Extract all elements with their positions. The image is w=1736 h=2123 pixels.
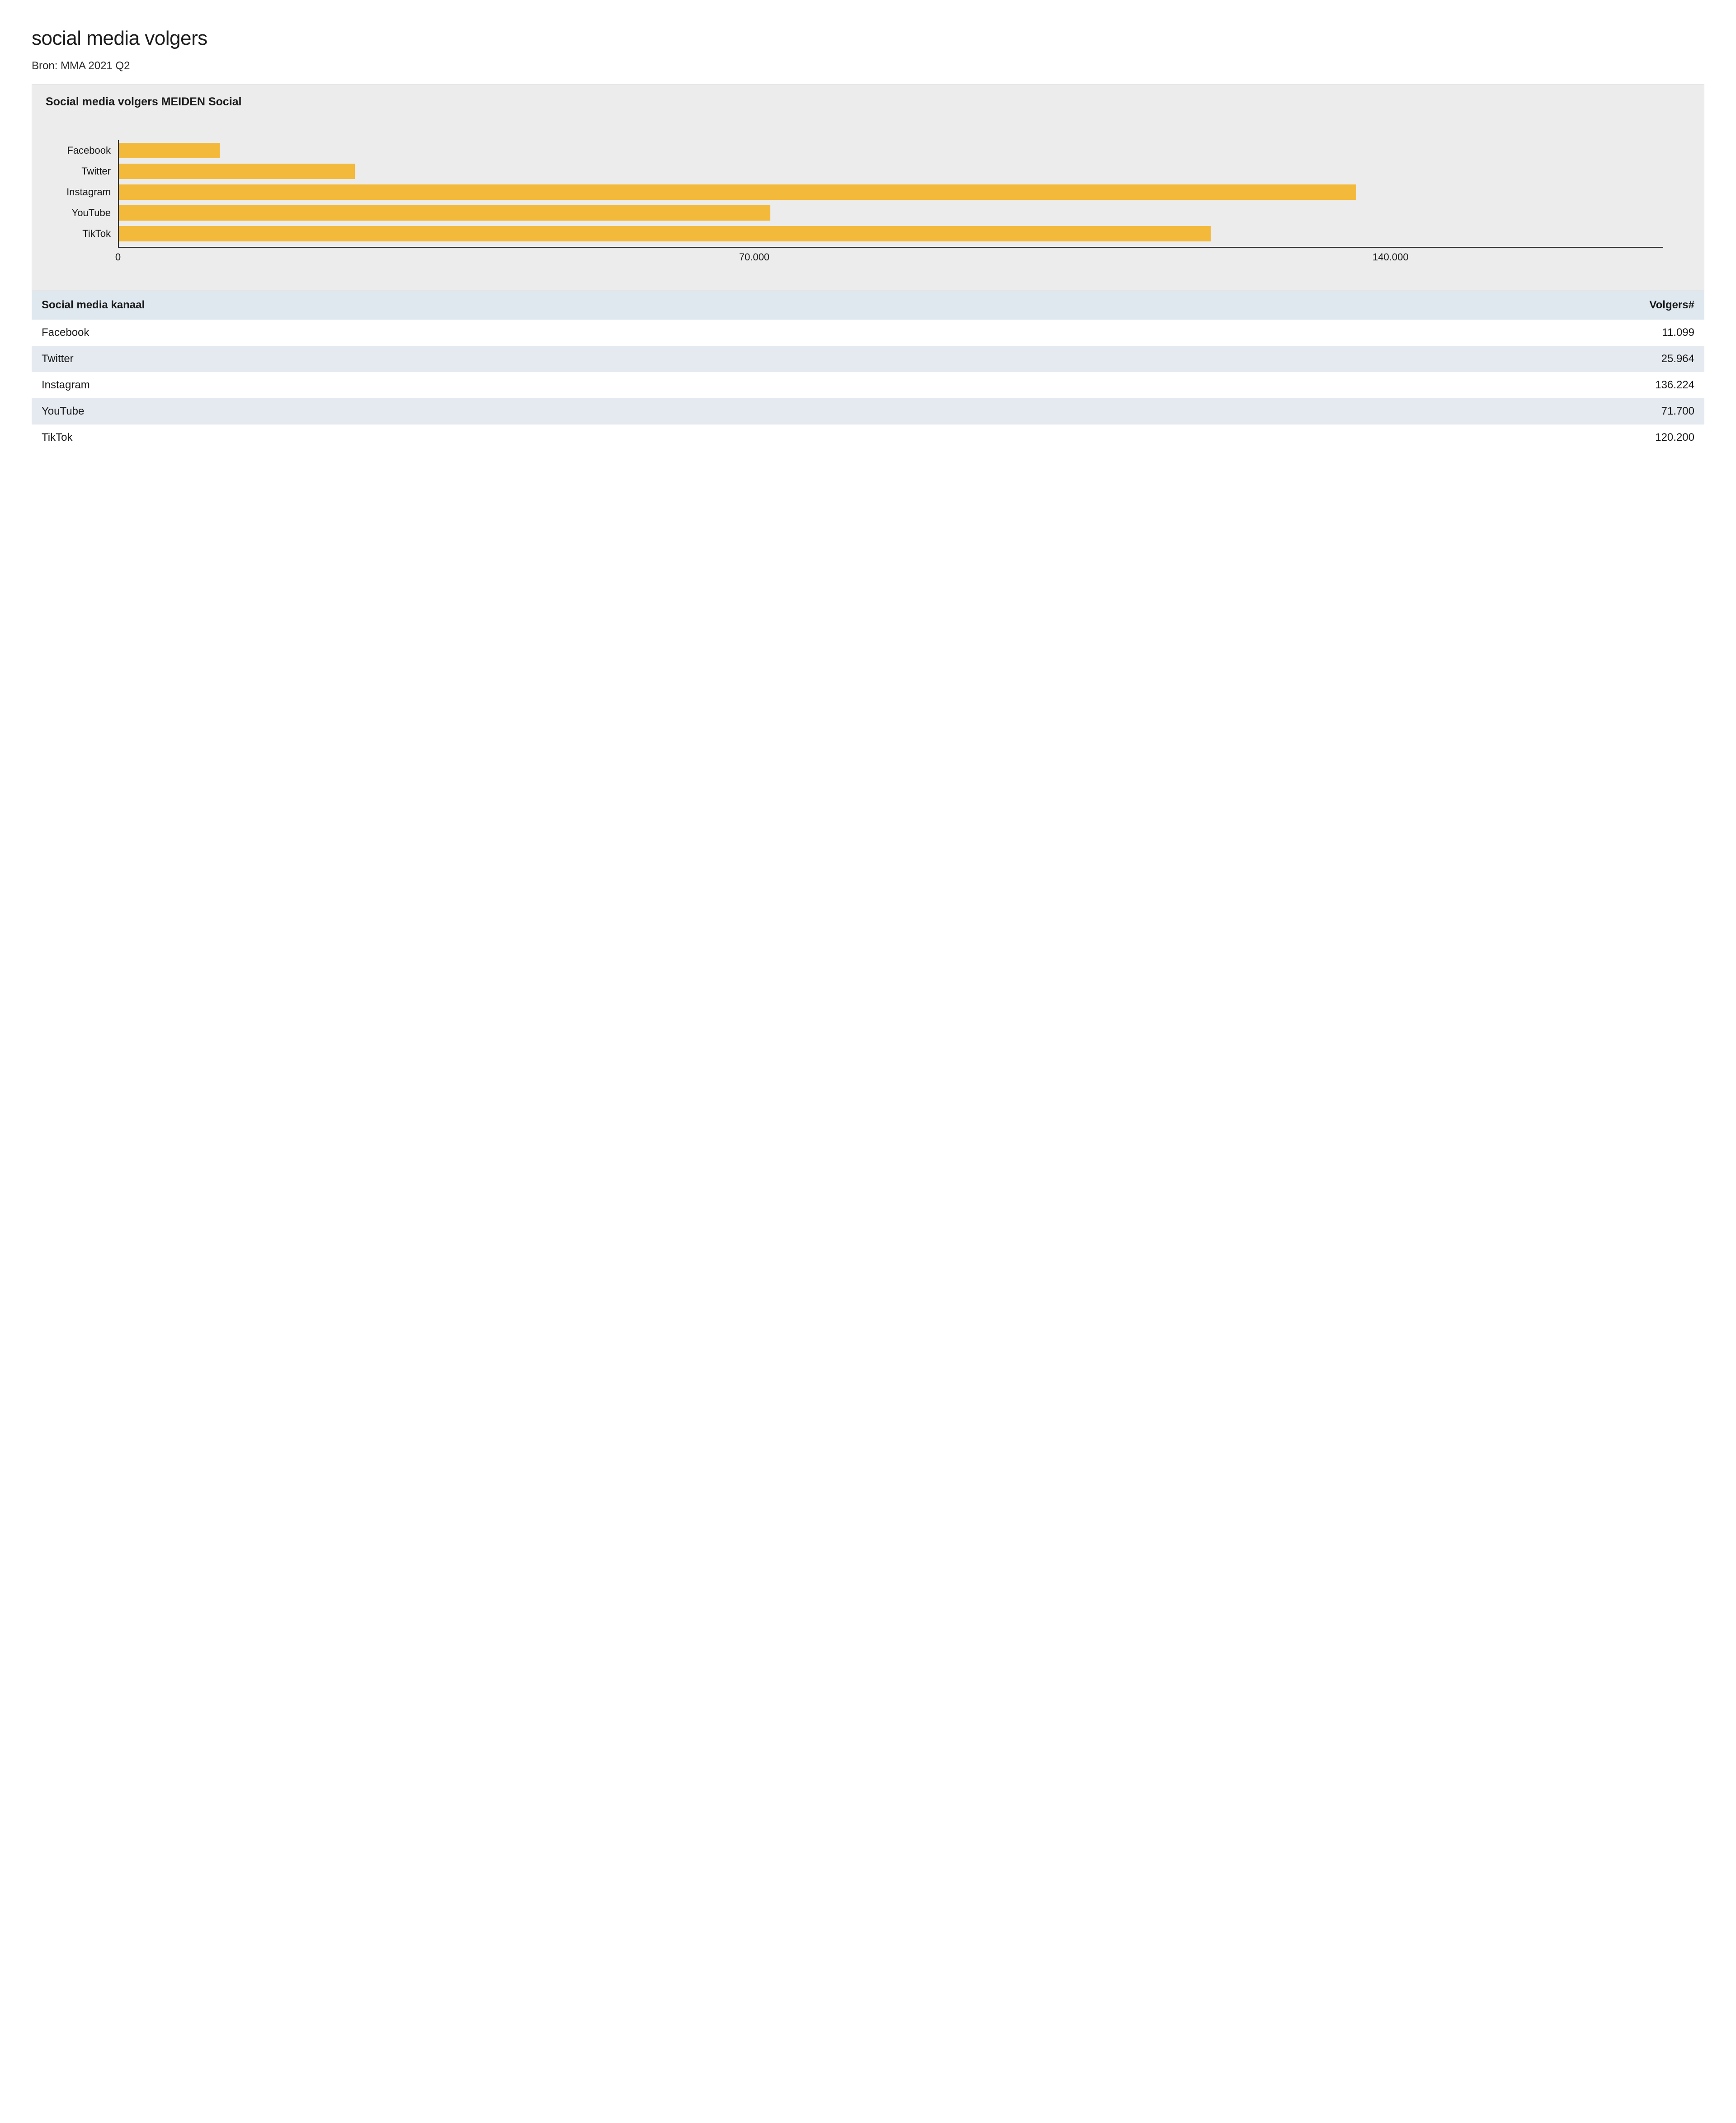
table-row: Instagram136.224 (32, 372, 1704, 398)
bar-fill (119, 184, 1356, 200)
chart-area: FacebookTwitterInstagramYouTubeTikTok 0 7… (118, 140, 1663, 263)
table-row: Twitter25.964 (32, 346, 1704, 372)
table-cell-followers: 120.200 (1127, 425, 1704, 451)
bar-fill (119, 205, 770, 221)
x-axis: 0 70.000 140.000 (118, 248, 1663, 263)
bar-label: Facebook (67, 145, 111, 156)
bar-row: Facebook (119, 140, 1663, 161)
bar-row: Instagram (119, 182, 1663, 203)
source-prefix: Bron: (32, 60, 61, 72)
bar-fill (119, 164, 355, 179)
table-row: Facebook11.099 (32, 320, 1704, 346)
chart-card: Social media volgers MEIDEN Social Faceb… (32, 84, 1704, 291)
table-header-row: Social media kanaal Volgers# (32, 291, 1704, 320)
table-cell-followers: 71.700 (1127, 398, 1704, 425)
page-title: social media volgers (32, 27, 1704, 50)
table-row: YouTube71.700 (32, 398, 1704, 425)
bar-label: YouTube (72, 207, 111, 219)
source-value: MMA 2021 Q2 (61, 60, 130, 72)
bar-fill (119, 226, 1211, 241)
data-table: Social media kanaal Volgers# Facebook11.… (32, 291, 1704, 451)
table-cell-channel: Instagram (32, 372, 1127, 398)
table-header-followers: Volgers# (1127, 291, 1704, 320)
bar-row: YouTube (119, 203, 1663, 223)
table-cell-channel: YouTube (32, 398, 1127, 425)
x-axis-tick: 0 (115, 251, 121, 263)
table-row: TikTok120.200 (32, 425, 1704, 451)
bar-row: TikTok (119, 223, 1663, 244)
table-cell-followers: 25.964 (1127, 346, 1704, 372)
table-cell-channel: TikTok (32, 425, 1127, 451)
bar-label: Instagram (66, 186, 111, 198)
bar-label: TikTok (82, 228, 111, 240)
table-header-channel: Social media kanaal (32, 291, 1127, 320)
source-line: Bron: MMA 2021 Q2 (32, 60, 1704, 72)
bar-row: Twitter (119, 161, 1663, 182)
table-cell-followers: 136.224 (1127, 372, 1704, 398)
x-axis-tick: 70.000 (739, 251, 769, 263)
bar-label: Twitter (81, 165, 111, 177)
bar-fill (119, 143, 220, 158)
x-axis-tick: 140.000 (1373, 251, 1409, 263)
chart-title: Social media volgers MEIDEN Social (46, 95, 1690, 109)
table-cell-followers: 11.099 (1127, 320, 1704, 346)
table-cell-channel: Facebook (32, 320, 1127, 346)
bar-container: FacebookTwitterInstagramYouTubeTikTok (118, 140, 1663, 248)
table-cell-channel: Twitter (32, 346, 1127, 372)
